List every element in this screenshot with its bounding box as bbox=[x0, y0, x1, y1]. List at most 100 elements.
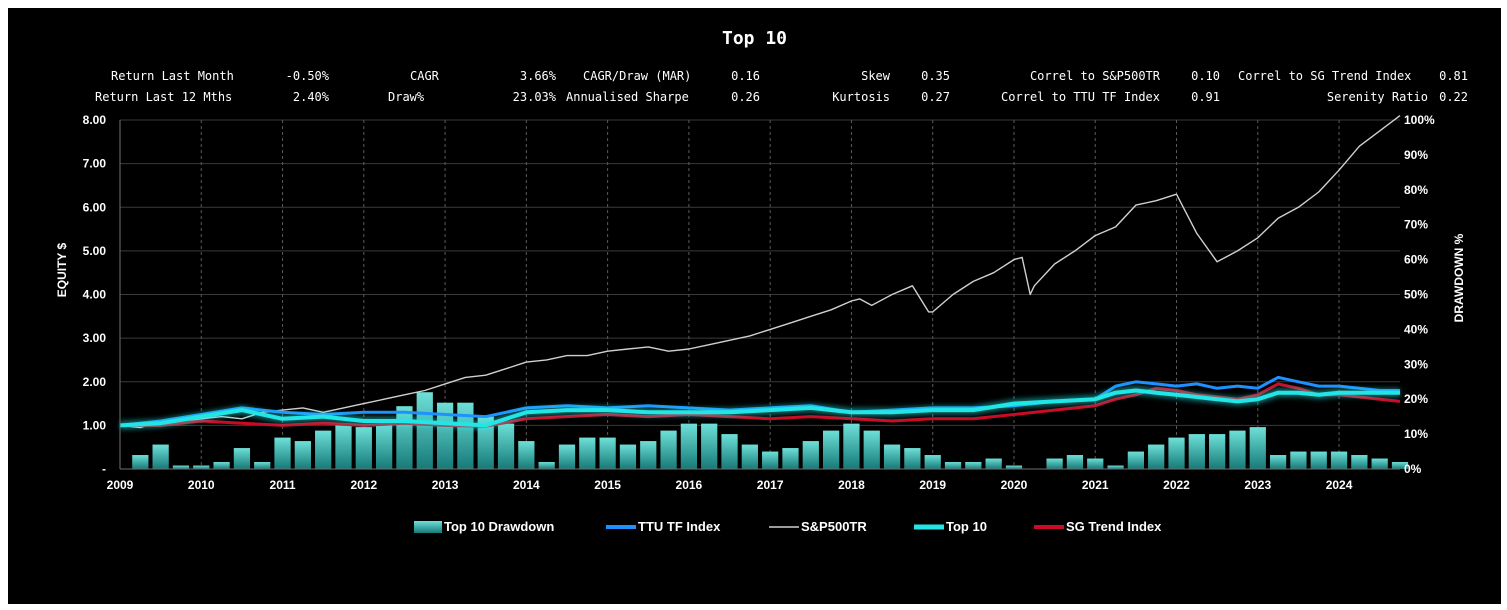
x-tick-label: 2020 bbox=[1001, 478, 1028, 492]
drawdown-bar bbox=[1087, 458, 1104, 469]
drawdown-bar bbox=[802, 441, 819, 469]
y2-tick-label: 40% bbox=[1404, 322, 1428, 336]
drawdown-bar bbox=[355, 427, 372, 469]
drawdown-bar bbox=[1148, 444, 1165, 469]
y-tick-label: 5.00 bbox=[83, 244, 107, 258]
drawdown-bar bbox=[985, 458, 1002, 469]
stat-cagr-label: CAGR bbox=[410, 69, 439, 83]
y2-tick-label: 30% bbox=[1404, 357, 1428, 371]
drawdown-bar bbox=[1107, 465, 1124, 469]
y2-tick-label: 0% bbox=[1404, 462, 1422, 476]
stat-return-last-month-value: -0.50% bbox=[285, 69, 329, 83]
x-tick-label: 2024 bbox=[1326, 478, 1353, 492]
stat-return-last-12-value: 2.40% bbox=[292, 90, 329, 104]
x-tick-label: 2016 bbox=[676, 478, 703, 492]
drawdown-bar bbox=[152, 444, 169, 469]
drawdown-bar bbox=[497, 423, 515, 469]
stat-correl-sg-label: Correl to SG Trend Index bbox=[1238, 69, 1412, 83]
legend-item-sp500[interactable]: S&P500TR bbox=[769, 519, 867, 534]
drawdown-bar bbox=[274, 437, 291, 469]
drawdown-bar bbox=[1229, 430, 1246, 469]
legend-label-sp500: S&P500TR bbox=[801, 519, 867, 534]
x-tick-label: 2017 bbox=[757, 478, 784, 492]
equity-chart: - 1.00 2.00 3.00 4.00 5.00 6.00 7.00 8.00 0% 10% 20… bbox=[55, 113, 1466, 534]
x-tick-label: 2015 bbox=[594, 478, 621, 492]
stat-draw-value: 23.03% bbox=[512, 90, 556, 104]
drawdown-bar bbox=[213, 462, 230, 469]
stat-sharpe-label: Annualised Sharpe bbox=[566, 90, 689, 104]
stat-skew-label: Skew bbox=[861, 69, 890, 83]
drawdown-bar bbox=[721, 434, 738, 469]
drawdown-bar bbox=[1249, 427, 1266, 469]
x-tick-label: 2011 bbox=[270, 478, 296, 492]
drawdown-bar bbox=[1371, 458, 1388, 469]
stat-cagr-draw-value: 0.16 bbox=[731, 69, 760, 83]
stat-correl-sg-value: 0.81 bbox=[1439, 69, 1468, 83]
drawdown-bar bbox=[193, 465, 210, 469]
stat-serenity-label: Serenity Ratio bbox=[1326, 90, 1428, 104]
stat-serenity-value: 0.22 bbox=[1439, 90, 1468, 104]
legend-label-sg: SG Trend Index bbox=[1066, 519, 1162, 534]
y2-tick-label: 20% bbox=[1404, 392, 1428, 406]
drawdown-bar bbox=[1290, 451, 1307, 469]
drawdown-bar bbox=[132, 455, 149, 469]
drawdown-bar bbox=[396, 406, 413, 469]
drawdown-bar bbox=[436, 402, 454, 469]
series-line-sp500 bbox=[119, 115, 1401, 429]
drawdown-bar bbox=[680, 423, 698, 469]
y-tick-label: 2.00 bbox=[83, 375, 107, 389]
drawdown-bar bbox=[1330, 451, 1348, 469]
series-lines bbox=[119, 115, 1401, 430]
stat-correl-sp-value: 0.10 bbox=[1191, 69, 1220, 83]
stat-cagr-draw-label: CAGR/Draw (MAR) bbox=[583, 69, 692, 83]
drawdown-bar bbox=[904, 448, 921, 469]
stat-skew-value: 0.35 bbox=[921, 69, 950, 83]
stat-kurtosis-label: Kurtosis bbox=[832, 90, 890, 104]
drawdown-bar bbox=[782, 448, 799, 469]
x-tick-label: 2023 bbox=[1244, 478, 1271, 492]
drawdown-bar bbox=[376, 423, 393, 469]
legend-item-drawdown[interactable]: Top 10 Drawdown bbox=[414, 519, 554, 534]
drawdown-bar bbox=[477, 416, 494, 469]
x-tick-label: 2018 bbox=[838, 478, 865, 492]
legend-item-sg[interactable]: SG Trend Index bbox=[1034, 519, 1162, 534]
drawdown-bar bbox=[701, 423, 718, 469]
drawdown-bar bbox=[619, 444, 637, 469]
legend-label-ttu: TTU TF Index bbox=[638, 519, 721, 534]
drawdown-bars bbox=[132, 392, 1409, 469]
drawdown-bar bbox=[1046, 458, 1063, 469]
drawdown-bar bbox=[863, 430, 880, 469]
y-tick-label: 3.00 bbox=[83, 331, 107, 345]
stat-return-last-month-label: Return Last Month bbox=[111, 69, 234, 83]
drawdown-bar bbox=[315, 430, 332, 469]
drawdown-bar bbox=[762, 451, 779, 469]
legend-item-top10[interactable]: Top 10 bbox=[914, 519, 987, 534]
stat-return-last-12-label: Return Last 12 Mths bbox=[95, 90, 233, 104]
legend-label-drawdown: Top 10 Drawdown bbox=[444, 519, 554, 534]
drawdown-bar bbox=[294, 441, 311, 469]
drawdown-bar bbox=[1351, 455, 1368, 469]
legend: Top 10 Drawdown TTU TF Index S&P500TR To… bbox=[414, 519, 1162, 534]
x-tick-label: 2013 bbox=[432, 478, 459, 492]
drawdown-bar bbox=[1310, 451, 1327, 469]
drawdown-bar bbox=[1127, 451, 1144, 469]
y2-tick-label: 10% bbox=[1404, 427, 1428, 441]
drawdown-bar bbox=[1168, 437, 1185, 469]
y-tick-label: 6.00 bbox=[83, 200, 107, 214]
y2-tick-label: 90% bbox=[1404, 148, 1428, 162]
chart-panel: Top 10 Return Last Month -0.50% CAGR 3.6… bbox=[8, 8, 1501, 604]
drawdown-bar bbox=[1269, 455, 1287, 469]
legend-item-ttu[interactable]: TTU TF Index bbox=[606, 519, 721, 534]
stat-kurtosis-value: 0.27 bbox=[921, 90, 950, 104]
x-tick-label: 2010 bbox=[188, 478, 215, 492]
axes: - 1.00 2.00 3.00 4.00 5.00 6.00 7.00 8.00 0% 10% 20… bbox=[83, 113, 1435, 492]
x-tick-label: 2009 bbox=[107, 478, 134, 492]
drawdown-bar bbox=[1066, 455, 1084, 469]
drawdown-bar bbox=[558, 444, 576, 469]
x-tick-label: 2014 bbox=[513, 478, 540, 492]
stat-correl-ttu-value: 0.91 bbox=[1191, 90, 1220, 104]
drawdown-bar bbox=[822, 430, 840, 469]
drawdown-bar bbox=[1188, 434, 1205, 469]
drawdown-bar bbox=[1209, 434, 1226, 469]
y2-axis-label: DRAWDOWN % bbox=[1452, 233, 1466, 322]
